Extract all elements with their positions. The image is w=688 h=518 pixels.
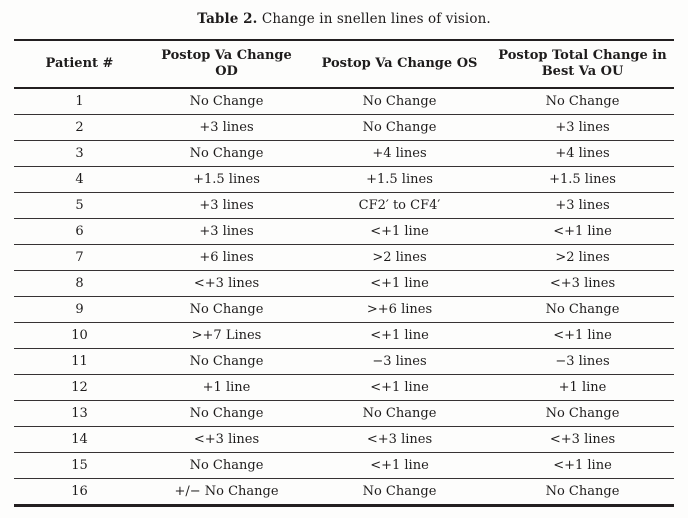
value-cell: −3 lines bbox=[308, 348, 491, 375]
value-cell: No Change bbox=[145, 452, 308, 479]
patient-number-cell: 4 bbox=[14, 166, 145, 193]
table-caption: Table 2. Change in snellen lines of visi… bbox=[0, 0, 688, 27]
patient-number-cell: 8 bbox=[14, 270, 145, 297]
value-cell: +1.5 lines bbox=[145, 166, 308, 193]
value-cell: <+1 line bbox=[308, 374, 491, 401]
value-cell: <+3 lines bbox=[145, 426, 308, 453]
table-row: 15 No Change <+1 line <+1 line bbox=[14, 452, 674, 479]
value-cell: +/− No Change bbox=[145, 478, 308, 506]
value-cell: No Change bbox=[362, 94, 437, 109]
table-row: 12 +1 line <+1 line +1 line bbox=[14, 374, 674, 401]
patient-number-cell: 16 bbox=[14, 478, 145, 506]
value-cell: <+1 line bbox=[308, 452, 491, 479]
table-row: 16 +/− No Change No Change No Change bbox=[14, 478, 674, 506]
table-row: 3 No Change +4 lines +4 lines bbox=[14, 140, 674, 167]
value-cell: No Change bbox=[145, 296, 308, 323]
value-cell: +3 lines bbox=[145, 192, 308, 219]
table-row: 14 <+3 lines <+3 lines <+3 lines bbox=[14, 426, 674, 453]
value-cell: No Change bbox=[308, 114, 491, 141]
value-cell: <+1 line bbox=[308, 218, 491, 245]
value-cell: CF2′ to CF4′ bbox=[308, 192, 491, 219]
value-cell: No Change bbox=[491, 400, 674, 427]
value-cell: +6 lines bbox=[145, 244, 308, 271]
value-cell: <+3 lines bbox=[145, 270, 308, 297]
table-row: 13 No Change No Change No Change bbox=[14, 400, 674, 427]
value-cell: No Change bbox=[189, 94, 264, 109]
table-row: 4 +1.5 lines +1.5 lines +1.5 lines bbox=[14, 166, 674, 193]
value-cell: +1.5 lines bbox=[491, 166, 674, 193]
table-row: 8 <+3 lines <+1 line <+3 lines bbox=[14, 270, 674, 297]
value-cell: >+6 lines bbox=[308, 296, 491, 323]
value-cell: +1.5 lines bbox=[308, 166, 491, 193]
value-cell: >2 lines bbox=[308, 244, 491, 271]
patient-number-cell: 11 bbox=[14, 348, 145, 375]
value-cell: No Change bbox=[145, 348, 308, 375]
value-cell: +1 line bbox=[145, 374, 308, 401]
header-patient-number: Patient # bbox=[14, 40, 145, 89]
patient-number-cell: 9 bbox=[14, 296, 145, 323]
patient-number-cell: 10 bbox=[14, 322, 145, 349]
table-row: 7 +6 lines >2 lines >2 lines bbox=[14, 244, 674, 271]
table-row: 2 +3 lines No Change +3 lines bbox=[14, 114, 674, 141]
value-cell: <+1 line bbox=[308, 270, 491, 297]
patient-number-cell: 5 bbox=[14, 192, 145, 219]
value-cell: >2 lines bbox=[491, 244, 674, 271]
patient-number-cell: 2 bbox=[14, 114, 145, 141]
caption-text: Change in snellen lines of vision. bbox=[261, 11, 491, 27]
patient-number-cell: 3 bbox=[14, 140, 145, 167]
value-cell: No Change bbox=[145, 140, 308, 167]
value-cell: <+1 line bbox=[491, 452, 674, 479]
value-cell: +4 lines bbox=[308, 140, 491, 167]
value-cell: No Change bbox=[491, 478, 674, 506]
value-cell: >+7 Lines bbox=[145, 322, 308, 349]
patient-number-cell: 12 bbox=[14, 374, 145, 401]
value-cell: −3 lines bbox=[491, 348, 674, 375]
value-cell: No Change bbox=[545, 94, 620, 109]
value-cell: +3 lines bbox=[145, 114, 308, 141]
value-cell: No Change bbox=[491, 296, 674, 323]
table-row: 10 >+7 Lines <+1 line <+1 line bbox=[14, 322, 674, 349]
value-cell: No Change bbox=[308, 478, 491, 506]
patient-number-cell: 6 bbox=[14, 218, 145, 245]
value-cell: <+3 lines bbox=[308, 426, 491, 453]
header-postop-va-change-os: Postop Va Change OS bbox=[308, 40, 491, 89]
table-row: 5 +3 lines CF2′ to CF4′ +3 lines bbox=[14, 192, 674, 219]
value-cell: <+1 line bbox=[308, 322, 491, 349]
header-row: Patient # Postop Va Change OD Postop Va … bbox=[14, 40, 674, 89]
value-cell: +4 lines bbox=[491, 140, 674, 167]
value-cell: +3 lines bbox=[491, 192, 674, 219]
patient-number-cell: 1 bbox=[75, 94, 84, 109]
snellen-lines-table: Patient # Postop Va Change OD Postop Va … bbox=[14, 39, 674, 507]
value-cell: <+3 lines bbox=[491, 270, 674, 297]
value-cell: <+1 line bbox=[491, 218, 674, 245]
header-postop-total-change-best-va-ou: Postop Total Change in Best Va OU bbox=[491, 40, 674, 89]
header-postop-va-change-od: Postop Va Change OD bbox=[145, 40, 308, 89]
value-cell: <+1 line bbox=[491, 322, 674, 349]
table-row: 9 No Change >+6 lines No Change bbox=[14, 296, 674, 323]
value-cell: No Change bbox=[145, 400, 308, 427]
value-cell: No Change bbox=[308, 400, 491, 427]
patient-number-cell: 13 bbox=[14, 400, 145, 427]
patient-number-cell: 14 bbox=[14, 426, 145, 453]
table-row: 11 No Change −3 lines −3 lines bbox=[14, 348, 674, 375]
table-row: 6 +3 lines <+1 line <+1 line bbox=[14, 218, 674, 245]
table-body: 1 No Change No Change No Change 2 +3 lines No … bbox=[14, 88, 674, 506]
patient-number-cell: 7 bbox=[14, 244, 145, 271]
value-cell: +1 line bbox=[491, 374, 674, 401]
table-header: Patient # Postop Va Change OD Postop Va … bbox=[14, 40, 674, 89]
table-row: 1 No Change No Change No Change bbox=[14, 88, 674, 115]
value-cell: +3 lines bbox=[145, 218, 308, 245]
value-cell: <+3 lines bbox=[491, 426, 674, 453]
caption-label: Table 2. bbox=[197, 11, 258, 27]
value-cell: +3 lines bbox=[491, 114, 674, 141]
patient-number-cell: 15 bbox=[14, 452, 145, 479]
